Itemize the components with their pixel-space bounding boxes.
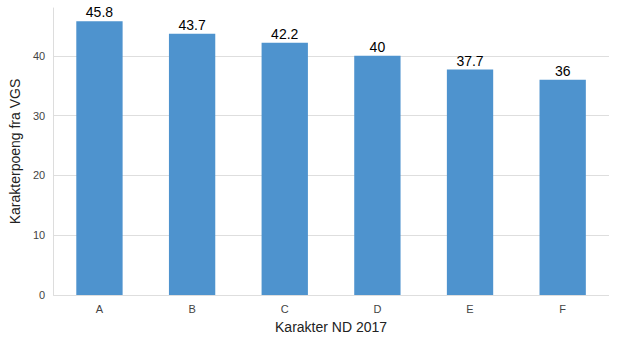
svg-text:36: 36 <box>555 63 571 79</box>
svg-text:C: C <box>281 303 289 315</box>
svg-text:E: E <box>466 303 473 315</box>
svg-text:10: 10 <box>33 229 45 241</box>
svg-text:37.7: 37.7 <box>456 53 483 69</box>
svg-text:42.2: 42.2 <box>271 26 298 42</box>
svg-text:Karakter ND 2017: Karakter ND 2017 <box>275 319 387 335</box>
svg-text:B: B <box>188 303 195 315</box>
svg-text:A: A <box>96 303 104 315</box>
svg-text:F: F <box>559 303 566 315</box>
svg-text:20: 20 <box>33 169 45 181</box>
svg-text:40: 40 <box>33 50 45 62</box>
svg-text:D: D <box>373 303 381 315</box>
svg-text:30: 30 <box>33 110 45 122</box>
svg-text:0: 0 <box>39 289 45 301</box>
svg-text:40: 40 <box>370 39 386 55</box>
svg-text:45.8: 45.8 <box>86 4 113 20</box>
svg-text:43.7: 43.7 <box>178 17 205 33</box>
svg-text:Karakterpoeng fra VGS: Karakterpoeng fra VGS <box>7 79 23 225</box>
